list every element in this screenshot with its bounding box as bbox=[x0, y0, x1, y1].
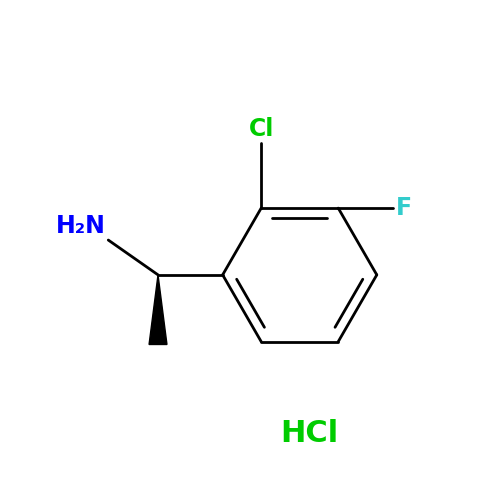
Polygon shape bbox=[149, 275, 167, 344]
Text: H₂N: H₂N bbox=[56, 214, 106, 238]
Text: HCl: HCl bbox=[280, 420, 339, 448]
Text: F: F bbox=[396, 196, 411, 220]
Text: Cl: Cl bbox=[248, 117, 274, 141]
